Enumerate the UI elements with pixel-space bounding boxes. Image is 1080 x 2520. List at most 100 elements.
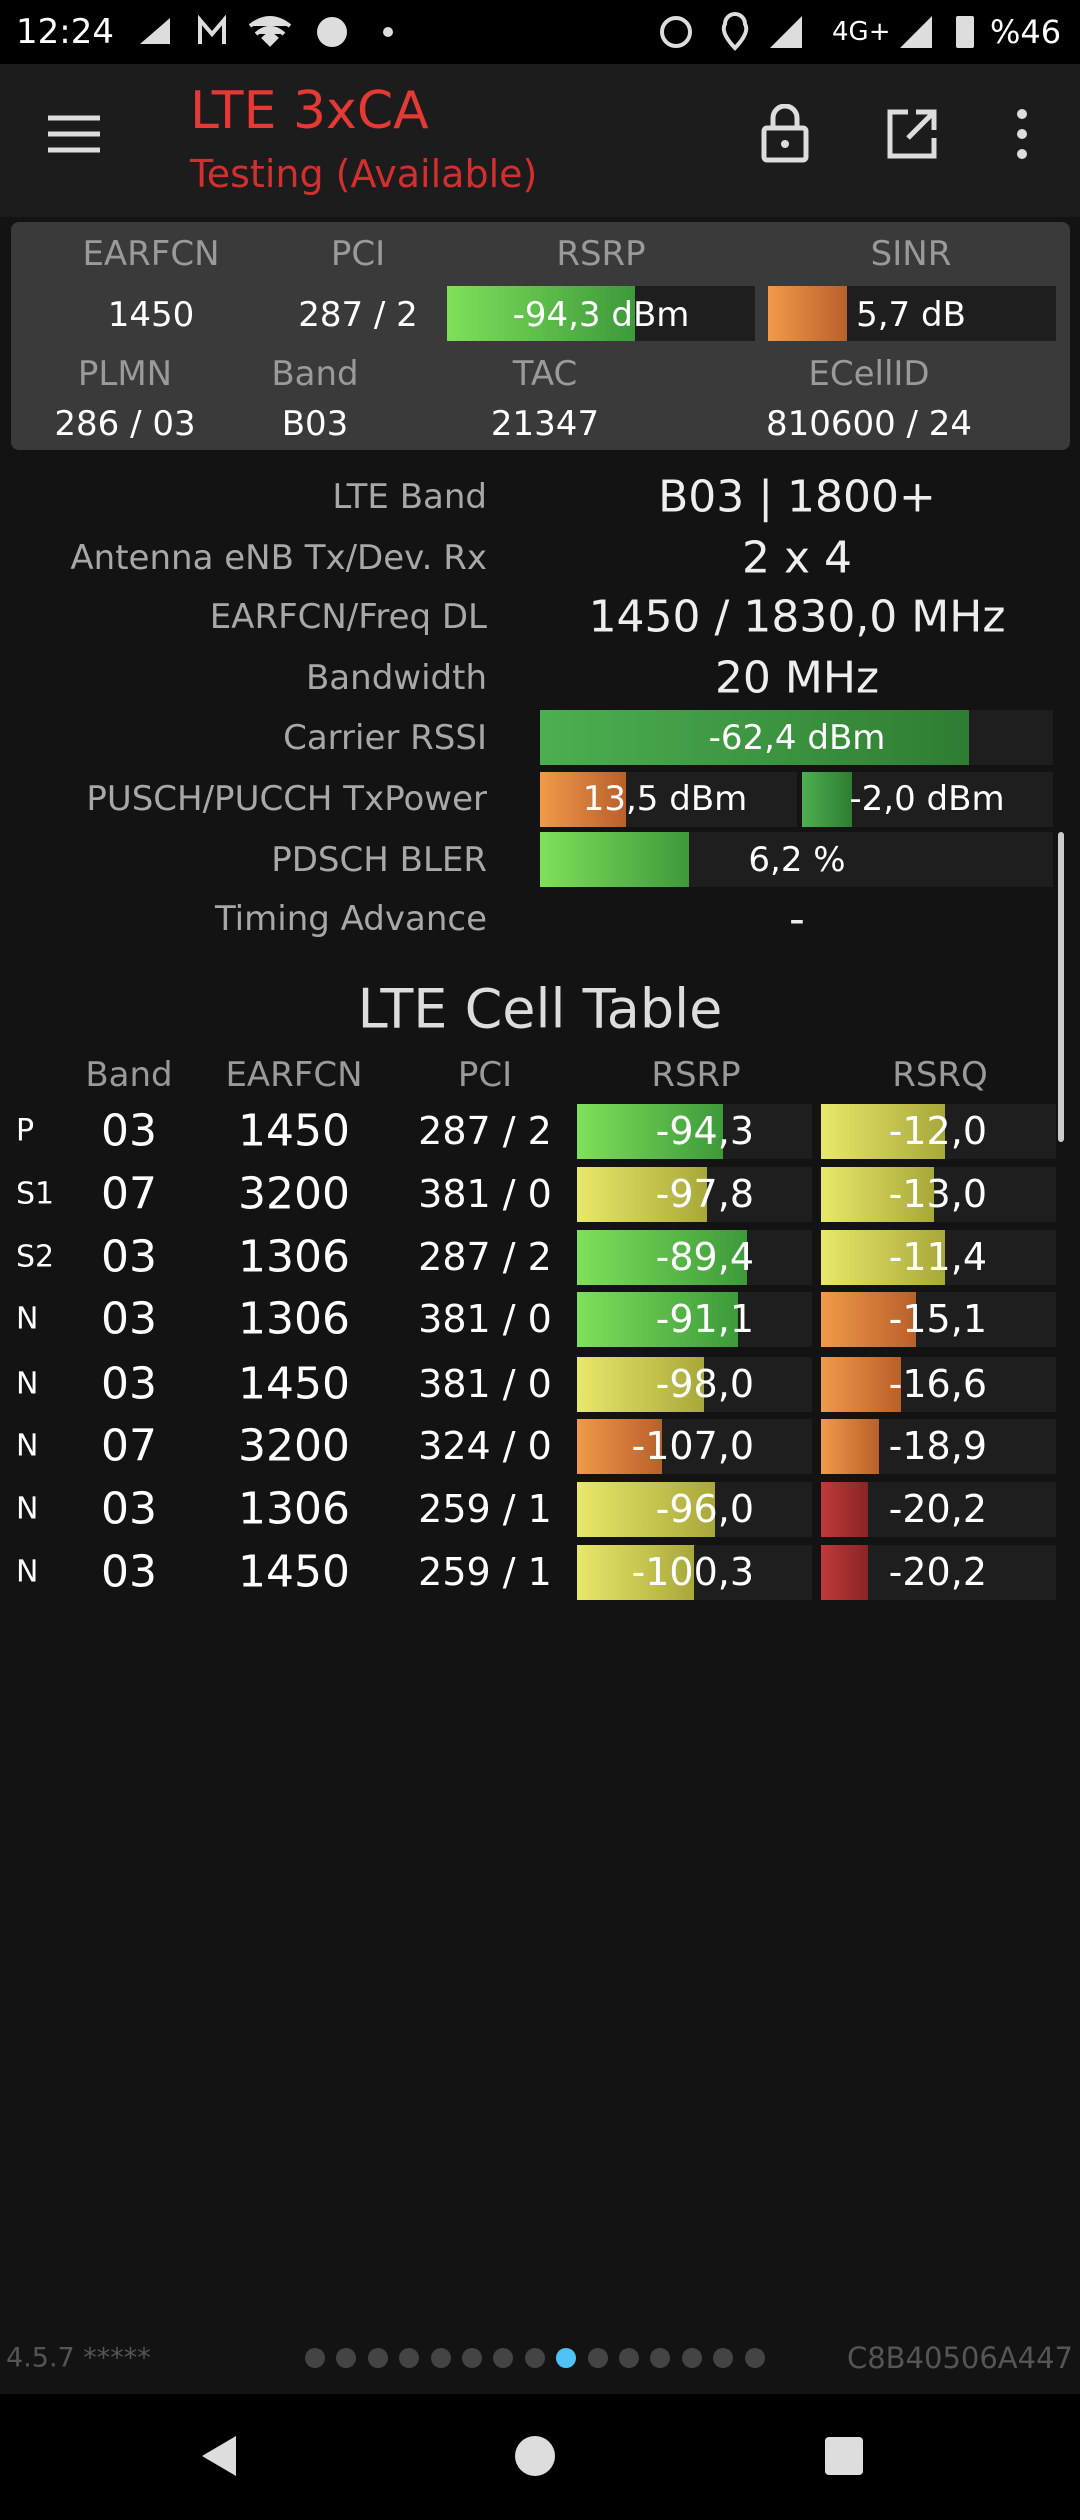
signal-battery-icons: [900, 16, 974, 48]
detail-value: 1450 / 1830,0 MHz: [588, 591, 1006, 643]
cell-earfcn: 1306: [238, 1293, 350, 1345]
page-dot[interactable]: [336, 2348, 357, 2368]
rsrq-bar-fill: [821, 1167, 934, 1222]
summary-header: ECellID: [808, 354, 930, 394]
cell-type: N: [16, 1491, 39, 1527]
cell-rsrp: -94,3: [655, 1109, 754, 1153]
app-bar: LTE 3xCA Testing (Available): [0, 64, 1080, 217]
cell-earfcn: 1450: [238, 1358, 350, 1410]
summary-value: 286 / 03: [54, 404, 196, 444]
battery: %46: [990, 13, 1062, 51]
page-dot[interactable]: [556, 2348, 577, 2368]
overflow-menu[interactable]: [1014, 108, 1030, 160]
page-dot[interactable]: [367, 2348, 388, 2368]
detail-value: 20 MHz: [714, 652, 880, 704]
cell-rsrp: -89,4: [655, 1235, 754, 1279]
cell-earfcn: 1450: [238, 1546, 350, 1598]
page-dot[interactable]: [305, 2348, 325, 2368]
cell-type: S2: [16, 1239, 55, 1275]
rsrq-bar: [821, 1292, 1056, 1347]
cell-rsrp: -91,1: [655, 1297, 754, 1341]
page-dot[interactable]: [493, 2348, 514, 2368]
rsrp-bar-fill: [577, 1419, 662, 1474]
cell-rsrq: -12,0: [888, 1109, 987, 1153]
rsrp-bar: [577, 1482, 812, 1537]
cell-rsrq: -13,0: [888, 1172, 987, 1216]
cell-earfcn: 1306: [238, 1231, 350, 1283]
rsrp-bar-fill: [577, 1167, 707, 1222]
column-header: PCI: [457, 1055, 513, 1095]
table-title: LTE Cell Table: [357, 977, 723, 1041]
detail-label: EARFCN/Freq DL: [209, 597, 487, 637]
rsrq-bar: [821, 1167, 1056, 1222]
cell-pci: 287 / 2: [418, 1109, 552, 1153]
rsrq-bar: [821, 1104, 1056, 1159]
summary-value: 1450: [107, 295, 195, 335]
menu-button[interactable]: [48, 114, 100, 154]
page-dot[interactable]: [681, 2348, 702, 2368]
detail-value: B03 | 1800+: [658, 471, 936, 523]
column-header: RSRP: [651, 1055, 741, 1095]
cell-pci: 287 / 2: [418, 1235, 552, 1279]
cell-pci: 324 / 0: [418, 1424, 552, 1468]
column-header: Band: [85, 1055, 173, 1095]
rsrp-bar: [577, 1545, 812, 1600]
cell-rsrq: -20,2: [888, 1487, 987, 1531]
summary-value: -94,3 dBm: [512, 295, 690, 335]
rsrp-bar: [577, 1419, 812, 1474]
cell-earfcn: 3200: [238, 1420, 350, 1472]
cell-pci: 259 / 1: [418, 1487, 552, 1531]
rsrp-bar: [447, 286, 755, 341]
back-button[interactable]: [196, 2432, 244, 2480]
network-type: 4G+: [832, 17, 891, 47]
rsrp-bar: [577, 1104, 812, 1159]
open-external-button[interactable]: [886, 108, 938, 160]
rsrq-bar-fill: [821, 1419, 879, 1474]
rsrp-bar-fill: [577, 1292, 738, 1347]
page-dot[interactable]: [462, 2348, 482, 2368]
cell-rsrp: -107,0: [631, 1424, 755, 1468]
rsrq-bar: [821, 1545, 1056, 1600]
app-title: LTE 3xCA: [190, 81, 429, 141]
cell-type: S1: [16, 1176, 55, 1212]
summary-value: 21347: [490, 404, 600, 444]
page-dot[interactable]: [399, 2348, 420, 2368]
page-dot[interactable]: [524, 2348, 545, 2368]
cell-band: 03: [101, 1358, 157, 1410]
summary-header: EARFCN: [82, 234, 220, 274]
rssi-bar-fill: [540, 710, 969, 765]
rsrq-bar: [821, 1357, 1056, 1412]
rsrq-bar-fill: [821, 1482, 868, 1537]
summary-header: RSRP: [556, 234, 646, 274]
cell-type: N: [16, 1428, 39, 1464]
detail-label: Bandwidth: [305, 658, 487, 698]
rsrp-fill: [447, 286, 635, 341]
version: 4.5.7 *****: [6, 2342, 151, 2374]
page-dot[interactable]: [650, 2348, 671, 2368]
detail-label: PDSCH BLER: [271, 840, 487, 880]
pusch-bar: [540, 772, 797, 827]
sinr-fill: [768, 286, 847, 341]
cell-rsrq: -18,9: [888, 1424, 987, 1468]
summary-value: 5,7 dB: [856, 295, 966, 335]
column-header: EARFCN: [225, 1055, 363, 1095]
lock-button[interactable]: [760, 104, 810, 164]
rsrq-bar-fill: [821, 1545, 868, 1600]
cell-rsrp: -97,8: [655, 1172, 754, 1216]
page-dot[interactable]: [430, 2348, 451, 2368]
detail-label: LTE Band: [332, 477, 487, 517]
pucch-bar: [802, 772, 1053, 827]
rssi-bar: [540, 710, 1053, 765]
detail-value: -: [789, 893, 805, 945]
recents-button[interactable]: [823, 2435, 865, 2477]
page-dot[interactable]: [713, 2348, 734, 2368]
page-dot[interactable]: [587, 2348, 608, 2368]
detail-value: 13,5 dBm: [582, 779, 748, 819]
summary-header: TAC: [512, 354, 578, 394]
home-button[interactable]: [514, 2435, 556, 2477]
status-icons: [140, 14, 393, 47]
rsrq-bar-fill: [821, 1292, 916, 1347]
page-dot[interactable]: [619, 2348, 639, 2368]
page-dot[interactable]: [744, 2348, 765, 2368]
status-bar: 12:24 4G+ %46: [0, 0, 1080, 64]
